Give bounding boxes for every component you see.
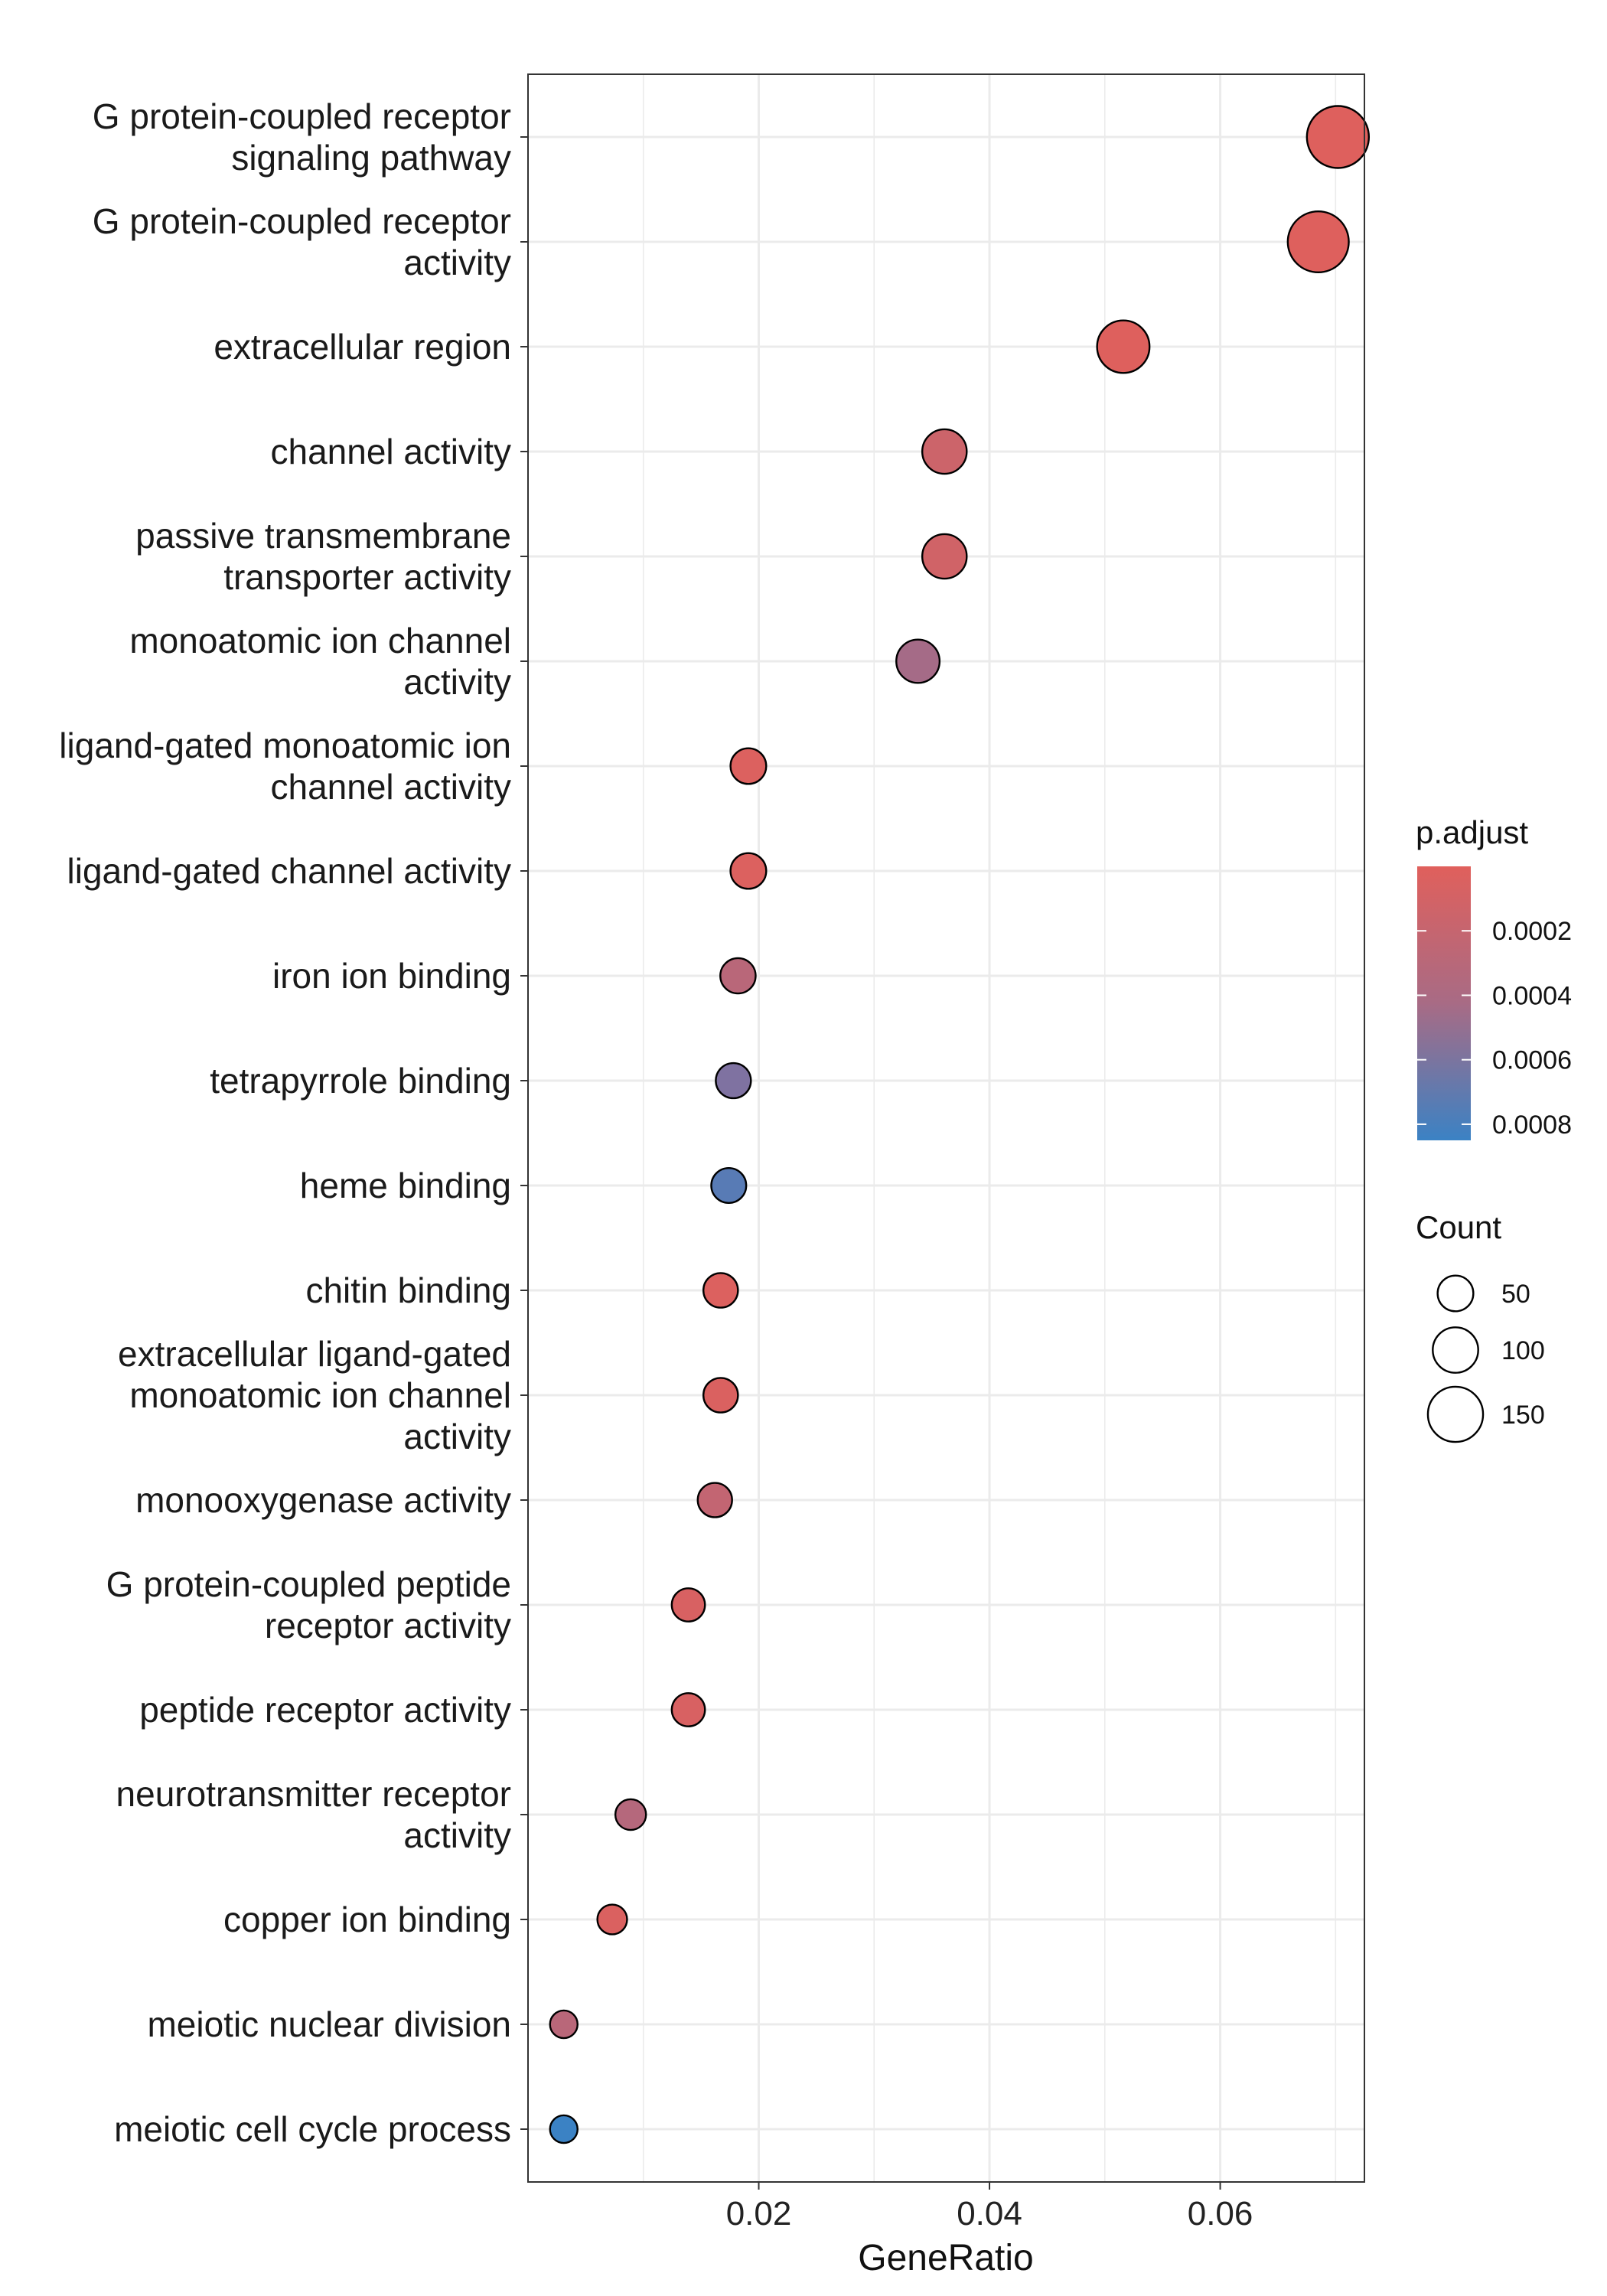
data-point — [702, 1377, 739, 1414]
y-tick-label: extracellular region — [214, 327, 511, 367]
data-point — [702, 1272, 739, 1309]
size-legend-label: 100 — [1501, 1336, 1545, 1365]
color-legend-bar — [1417, 866, 1471, 1140]
y-tick-label: peptide receptor activity — [139, 1690, 511, 1730]
y-tick-label: G protein-coupled receptor signaling path… — [93, 96, 511, 178]
data-points — [549, 105, 1371, 2144]
y-tick-label: passive transmembrane transporter activit… — [135, 516, 511, 597]
y-tick-label: iron ion binding — [272, 956, 511, 996]
y-tick-label: G protein-coupled receptor activity — [93, 201, 511, 282]
y-tick-label: G protein-coupled peptide receptor activi… — [106, 1564, 511, 1645]
size-legend-label: 50 — [1501, 1280, 1530, 1309]
data-point — [921, 428, 968, 475]
plot-border — [527, 73, 1365, 2183]
y-tick-label: neurotransmitter receptor activity — [116, 1774, 511, 1855]
size-legend-label: 150 — [1501, 1401, 1545, 1430]
data-point — [1286, 210, 1350, 274]
data-point — [715, 1062, 752, 1100]
data-point — [719, 957, 757, 995]
x-axis-tick-labels: 0.02 0.04 0.06 — [726, 2182, 1253, 2232]
data-point — [729, 747, 768, 785]
data-point — [549, 2009, 579, 2040]
colorbar-tick-label: 0.0006 — [1492, 1046, 1572, 1075]
color-legend: p.adjust 0.0002 0.0004 0.0006 0.0008 — [1416, 814, 1572, 1140]
x-axis-title: GeneRatio — [858, 2238, 1033, 2278]
y-tick-label: chitin binding — [305, 1270, 511, 1310]
data-point — [921, 533, 968, 580]
size-legend: Count 50 100 150 — [1416, 1209, 1545, 1443]
y-tick-label: ligand-gated channel activity — [67, 851, 511, 891]
x-tick-label: 0.02 — [726, 2195, 792, 2232]
size-legend-circle — [1432, 1326, 1479, 1374]
y-tick-label: monooxygenase activity — [135, 1480, 511, 1520]
data-point — [1305, 105, 1371, 169]
y-tick-label: channel activity — [271, 432, 512, 471]
data-point — [696, 1482, 733, 1518]
y-tick-label: meiotic cell cycle process — [114, 2109, 511, 2149]
data-point — [596, 1903, 628, 1936]
color-legend-title: p.adjust — [1416, 814, 1528, 850]
data-point — [1096, 319, 1151, 374]
plot-panel — [528, 74, 1364, 2182]
size-legend-circle — [1426, 1385, 1485, 1443]
grid-lines — [528, 74, 1364, 2182]
data-point — [670, 1587, 706, 1623]
data-point — [710, 1166, 748, 1205]
y-tick-label: extracellular ligand-gated monoatomic ion… — [118, 1334, 511, 1456]
y-tick-label: copper ion binding — [223, 1900, 511, 1939]
data-point — [549, 2114, 579, 2144]
data-point — [729, 852, 768, 890]
colorbar-tick-label: 0.0004 — [1492, 981, 1572, 1010]
y-tick-label: monoatomic ion channel activity — [129, 621, 511, 702]
x-tick-label: 0.04 — [957, 2195, 1022, 2232]
size-legend-circle — [1436, 1274, 1475, 1313]
size-legend-items: 50 100 150 — [1426, 1274, 1545, 1443]
y-tick-label: tetrapyrrole binding — [210, 1061, 511, 1101]
y-axis-tick-labels: G protein-coupled receptor signaling path… — [59, 96, 528, 2149]
data-point — [670, 1692, 706, 1727]
y-tick-label: ligand-gated monoatomic ion channel activ… — [59, 726, 511, 807]
x-tick-label: 0.06 — [1188, 2195, 1253, 2232]
y-tick-label: heme binding — [300, 1166, 511, 1205]
data-point — [614, 1798, 647, 1831]
color-legend-ticks: 0.0002 0.0004 0.0006 0.0008 — [1417, 917, 1572, 1140]
colorbar-tick-label: 0.0002 — [1492, 917, 1572, 946]
colorbar-tick-label: 0.0008 — [1492, 1110, 1572, 1140]
data-point — [895, 638, 941, 684]
size-legend-title: Count — [1416, 1209, 1501, 1245]
y-tick-label: meiotic nuclear division — [147, 2004, 511, 2044]
